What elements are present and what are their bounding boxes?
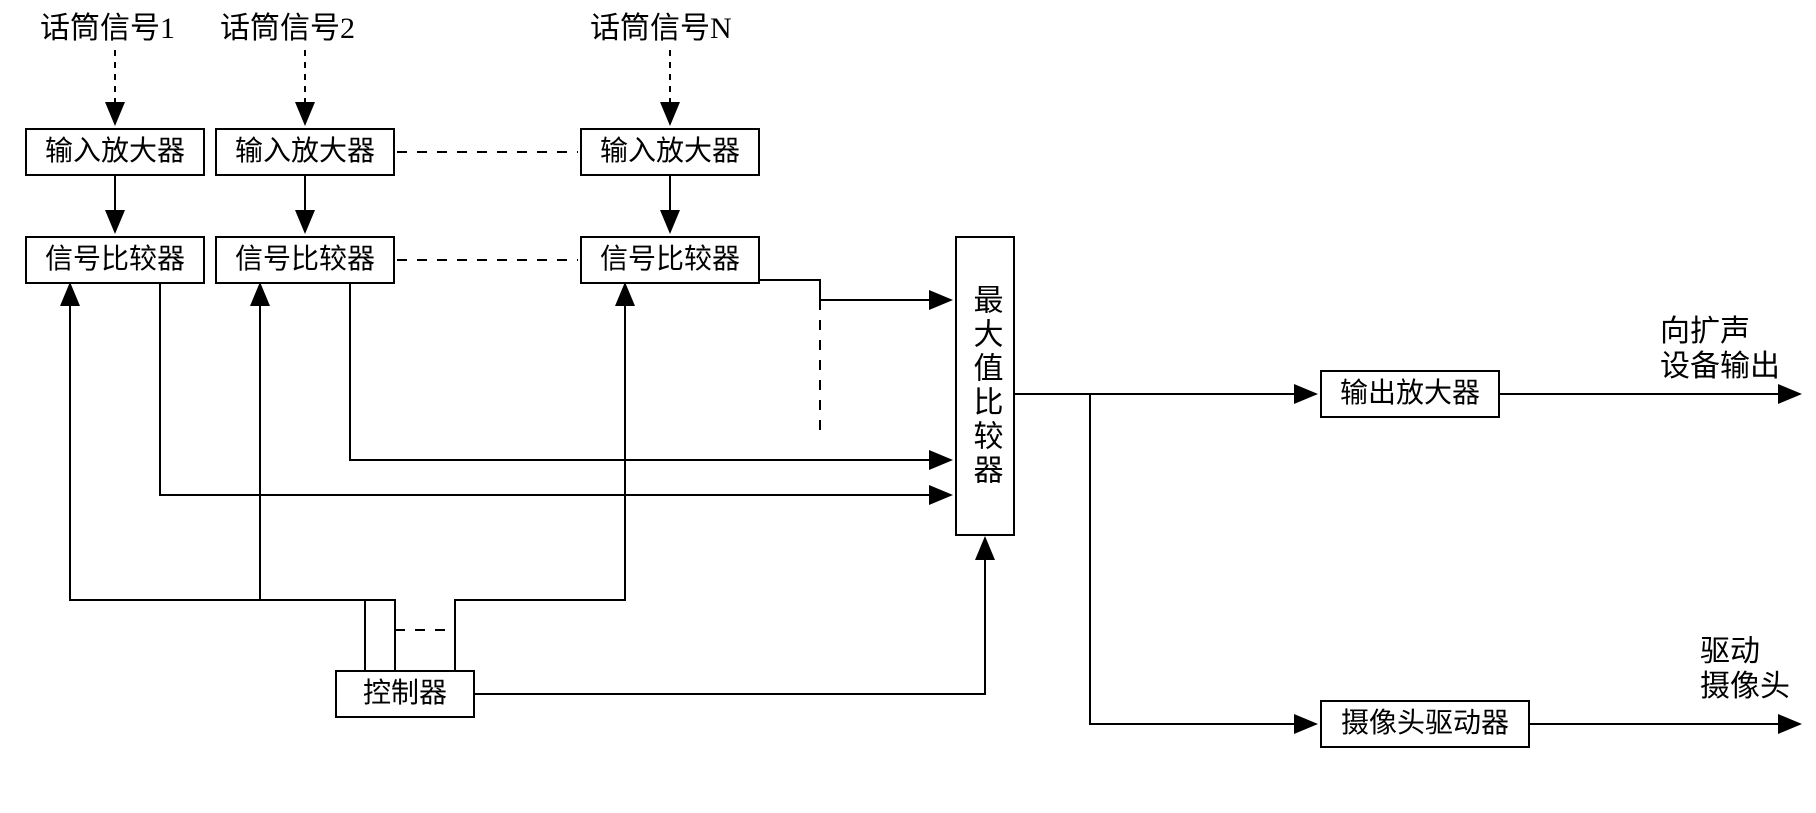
input-amplifier-1: 输入放大器 bbox=[25, 128, 205, 176]
max-value-comparator: 最大值比较器 bbox=[955, 236, 1015, 536]
signal-comparator-2: 信号比较器 bbox=[215, 236, 395, 284]
controller-block: 控制器 bbox=[335, 670, 475, 718]
cam-output-label: 驱动 摄像头 bbox=[1700, 635, 1790, 704]
camera-driver: 摄像头驱动器 bbox=[1320, 700, 1530, 748]
signal-n-label: 话筒信号N bbox=[590, 12, 732, 47]
signal-2-label: 话筒信号2 bbox=[220, 12, 355, 47]
input-amplifier-n: 输入放大器 bbox=[580, 128, 760, 176]
signal-1-label: 话筒信号1 bbox=[40, 12, 175, 47]
output-amplifier: 输出放大器 bbox=[1320, 370, 1500, 418]
signal-comparator-n: 信号比较器 bbox=[580, 236, 760, 284]
diagram-connections bbox=[0, 0, 1816, 813]
pa-output-label: 向扩声 设备输出 bbox=[1660, 315, 1780, 384]
input-amplifier-2: 输入放大器 bbox=[215, 128, 395, 176]
signal-comparator-1: 信号比较器 bbox=[25, 236, 205, 284]
